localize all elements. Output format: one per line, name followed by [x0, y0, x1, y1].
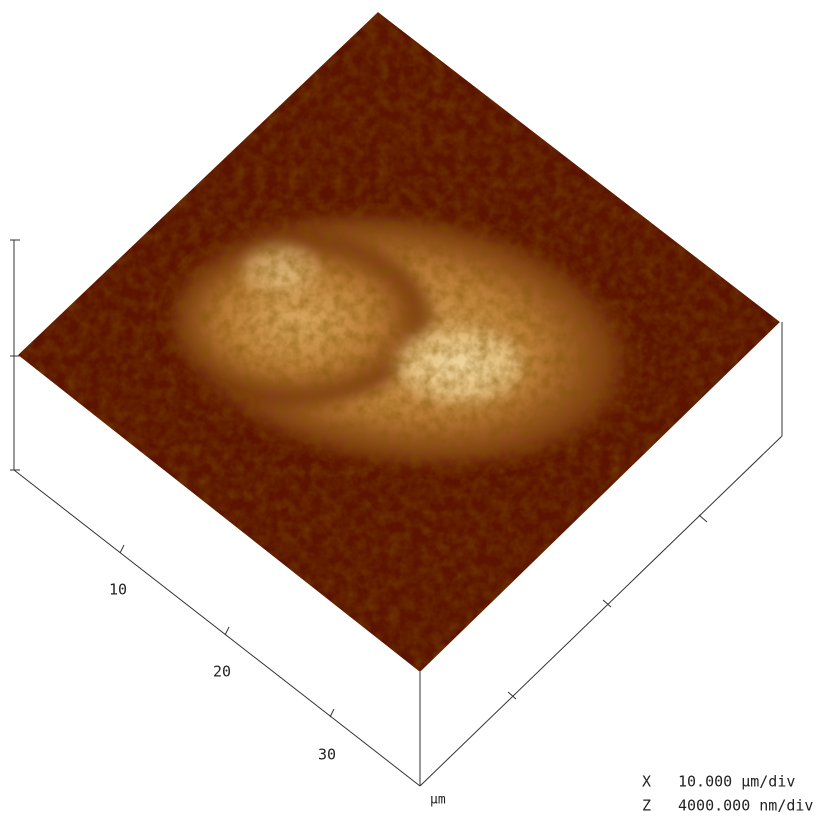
scale-value: 4000.000 nm/div — [678, 797, 813, 815]
y-tick — [698, 514, 708, 523]
x-axis — [13, 469, 421, 787]
x-tick-label: 30 — [318, 746, 336, 764]
y-tick — [507, 691, 517, 700]
scale-value: 10.000 µm/div — [678, 773, 795, 791]
x-tick — [224, 626, 230, 636]
y-tick — [602, 599, 612, 608]
scale-axis: Z — [642, 797, 651, 815]
axis-unit: µm — [430, 793, 446, 808]
x-tick-label: 10 — [109, 581, 127, 599]
x-tick-label: 20 — [213, 663, 231, 681]
scale-axis: X — [642, 773, 651, 791]
x-tick — [329, 708, 335, 718]
x-tick — [119, 544, 125, 554]
y-axis — [419, 435, 783, 787]
